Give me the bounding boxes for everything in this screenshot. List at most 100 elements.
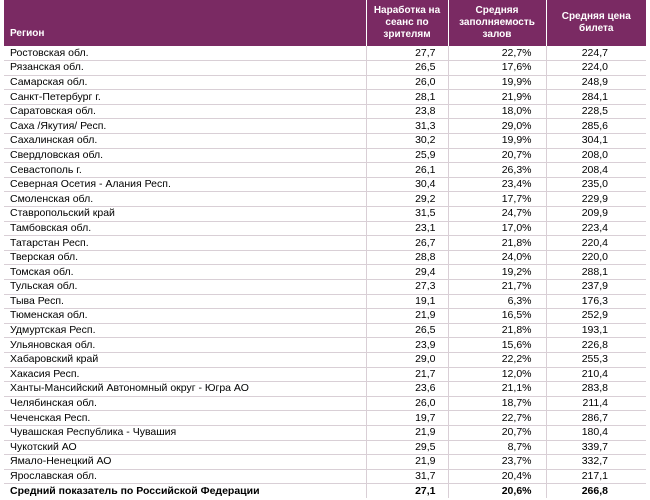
table-row: Саха /Якутия/ Респ. 31,3 29,0% 285,6 (4, 118, 646, 135)
region-cell: Хабаровский край (4, 352, 367, 368)
sessions-cell: 21,9 (366, 425, 449, 441)
sessions-cell: 26,1 (366, 162, 449, 178)
occupancy-cell: 23,4% (448, 177, 547, 193)
sessions-cell: 23,6 (366, 381, 449, 397)
sessions-cell: 25,9 (366, 148, 449, 164)
table-row: Тверская обл. 28,8 24,0% 220,0 (4, 250, 646, 266)
price-cell: 211,4 (546, 396, 646, 412)
occupancy-cell: 22,7% (448, 410, 547, 426)
column-header-occupancy: Средняя заполняемость залов (448, 0, 547, 46)
sessions-cell: 21,9 (366, 308, 449, 324)
region-cell: Свердловская обл. (4, 148, 367, 164)
region-cell: Ярославская обл. (4, 469, 367, 485)
price-cell: 180,4 (546, 425, 646, 441)
region-cell: Чукотский АО (4, 440, 367, 456)
regions-table: Регион Наработка на сеанс по зрителям Ср… (4, 0, 646, 499)
price-cell: 176,3 (546, 294, 646, 310)
table-row: Удмуртская Респ. 26,5 21,8% 193,1 (4, 323, 646, 339)
region-cell: Чеченская Респ. (4, 410, 367, 426)
sessions-cell: 19,1 (366, 294, 449, 310)
price-cell: 332,7 (546, 454, 646, 470)
region-cell: Саха /Якутия/ Респ. (4, 118, 367, 135)
region-cell: Тамбовская обл. (4, 221, 367, 237)
price-cell: 266,8 (581, 484, 608, 497)
table-row: Челябинская обл. 26,0 18,7% 211,4 (4, 396, 646, 412)
occupancy-cell: 22,7% (448, 46, 547, 62)
region-cell: Ставропольский край (4, 206, 367, 222)
sessions-cell: 23,8 (366, 104, 449, 120)
region-cell: Тульская обл. (4, 279, 367, 295)
table-row: Сахалинская обл. 30,2 19,9% 304,1 (4, 133, 646, 149)
table-row: Смоленская обл. 29,2 17,7% 229,9 (4, 191, 646, 208)
region-cell: Удмуртская Респ. (4, 323, 367, 339)
sessions-cell: 31,7 (366, 469, 449, 485)
price-cell: 217,1 (546, 469, 646, 485)
price-cell: 228,5 (546, 104, 646, 120)
price-cell: 285,6 (546, 118, 646, 135)
sessions-cell: 29,4 (366, 264, 449, 280)
occupancy-cell: 29,0% (448, 118, 547, 135)
occupancy-cell: 23,7% (448, 454, 547, 470)
table-row: Самарская обл. 26,0 19,9% 248,9 (4, 75, 646, 91)
sessions-cell: 27,1 (366, 483, 449, 499)
region-cell: Хакасия Респ. (4, 367, 367, 383)
table-row: Чувашская Республика - Чувашия 21,9 20,7% 1… (4, 425, 646, 441)
occupancy-cell: 17,6% (448, 60, 547, 76)
sessions-cell: 21,7 (366, 367, 449, 383)
table-row: Санкт-Петербург г. 28,1 21,9% 284,1 (4, 89, 646, 105)
price-cell: 229,9 (546, 191, 646, 208)
table-row: Тыва Респ. 19,1 6,3% 176,3 (4, 294, 646, 310)
occupancy-cell: 19,9% (448, 75, 547, 91)
sessions-cell: 31,3 (366, 118, 449, 135)
region-cell: Самарская обл. (4, 75, 367, 91)
sessions-cell: 26,5 (366, 60, 449, 76)
table-row: Ставропольский край 31,5 24,7% 209,9 (4, 206, 646, 222)
sessions-cell: 29,5 (366, 440, 449, 456)
region-cell: Средний показатель по Российской Федерац… (4, 483, 367, 499)
occupancy-cell: 21,1% (448, 381, 547, 397)
occupancy-cell: 6,3% (448, 294, 547, 310)
region-cell: Рязанская обл. (4, 60, 367, 76)
occupancy-cell: 19,9% (448, 133, 547, 149)
sessions-cell: 29,0 (366, 352, 449, 368)
price-cell: 286,7 (546, 410, 646, 426)
occupancy-cell: 21,9% (448, 89, 547, 105)
table-row: Ярославская обл. 31,7 20,4% 217,1 (4, 469, 646, 485)
table-row: Томская обл. 29,4 19,2% 288,1 (4, 264, 646, 280)
region-cell: Тюменская обл. (4, 308, 367, 324)
table-row: Тамбовская обл. 23,1 17,0% 223,4 (4, 221, 646, 237)
price-cell: 237,9 (546, 279, 646, 295)
price-cell: 220,0 (546, 250, 646, 266)
sessions-cell: 21,9 (366, 454, 449, 470)
price-cell: 208,0 (546, 148, 646, 164)
occupancy-cell: 22,2% (448, 352, 547, 368)
sessions-cell: 23,1 (366, 221, 449, 237)
price-cell: 255,3 (546, 352, 646, 368)
occupancy-cell: 20,7% (448, 425, 547, 441)
region-cell: Ханты-Мансийский Автономный округ - Югра… (4, 381, 367, 397)
price-cell: 284,1 (546, 89, 646, 105)
price-cell: 224,0 (546, 60, 646, 76)
price-cell: 288,1 (546, 264, 646, 280)
region-cell: Северная Осетия - Алания Респ. (4, 177, 367, 193)
price-cell: 304,1 (546, 133, 646, 149)
price-cell: 210,4 (546, 367, 646, 383)
table-row: Рязанская обл. 26,5 17,6% 224,0 (4, 60, 646, 76)
table-row: Хабаровский край 29,0 22,2% 255,3 (4, 352, 646, 368)
table-row: Северная Осетия - Алания Респ. 30,4 23,4% 2… (4, 177, 646, 193)
region-cell: Смоленская обл. (4, 191, 367, 208)
occupancy-cell: 19,2% (448, 264, 547, 280)
sessions-cell: 26,0 (366, 396, 449, 412)
occupancy-cell: 17,7% (448, 191, 547, 208)
occupancy-cell: 16,5% (448, 308, 547, 324)
table-row: Чукотский АО 29,5 8,7% 339,7 (4, 440, 646, 456)
table-row: Ульяновская обл. 23,9 15,6% 226,8 (4, 337, 646, 353)
table-row: Хакасия Респ. 21,7 12,0% 210,4 (4, 367, 646, 383)
occupancy-cell: 8,7% (448, 440, 547, 456)
occupancy-cell: 12,0% (448, 367, 547, 383)
price-cell: 248,9 (546, 75, 646, 91)
table-row: Ханты-Мансийский Автономный округ - Югра… (4, 381, 646, 397)
table-row: Ростовская обл. 27,7 22,7% 224,7 (4, 46, 646, 62)
column-header-price: Средняя цена билета (561, 11, 631, 34)
